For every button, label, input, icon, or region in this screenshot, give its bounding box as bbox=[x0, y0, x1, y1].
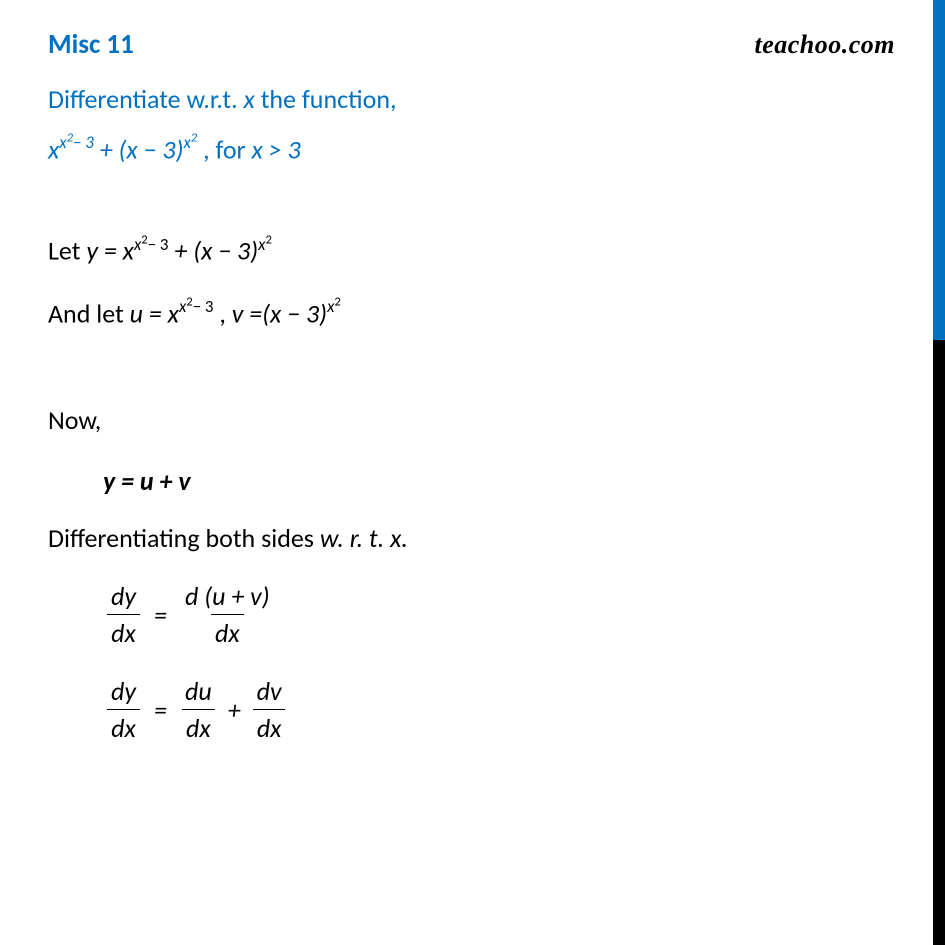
andlet-line: And let u = xx2− 3 , v =(x − 3)x2 bbox=[48, 293, 895, 333]
brand-logo: teachoo.com bbox=[754, 30, 895, 60]
fraction-dydx: dy dx bbox=[107, 580, 140, 649]
accent-bar-black bbox=[933, 340, 945, 945]
let-line: Let y = xx2− 3 + (x − 3)x2 bbox=[48, 230, 895, 270]
diff-line: Differentiating both sides w. r. t. x. bbox=[48, 519, 895, 558]
title-row: Misc 11 teachoo.com bbox=[48, 28, 895, 61]
derivative-eq-2: dy dx = du dx + dv dx bbox=[103, 675, 895, 744]
page-content: Misc 11 teachoo.com Differentiate w.r.t.… bbox=[0, 0, 945, 764]
accent-bar-blue bbox=[933, 0, 945, 340]
question-text: Differentiate w.r.t. x the function, xx2… bbox=[48, 79, 895, 170]
derivative-eq-1: dy dx = d (u + v) dx bbox=[103, 580, 895, 649]
equation-y-eq-u-plus-v: y = u + v bbox=[103, 462, 895, 501]
fraction-dudx: du dx bbox=[181, 675, 216, 744]
question-suffix: the function, bbox=[255, 83, 397, 115]
now-label: Now, bbox=[48, 401, 895, 440]
fraction-dvdx: dv dx bbox=[253, 675, 286, 744]
question-var: x bbox=[244, 83, 255, 115]
fraction-dydx-2: dy dx bbox=[107, 675, 140, 744]
question-intro: Differentiate w.r.t. bbox=[48, 83, 244, 115]
question-expression: xx2− 3 + (x − 3)x2 , for x > 3 bbox=[48, 129, 895, 171]
question-number: Misc 11 bbox=[48, 28, 134, 61]
fraction-duv: d (u + v) dx bbox=[181, 580, 274, 649]
